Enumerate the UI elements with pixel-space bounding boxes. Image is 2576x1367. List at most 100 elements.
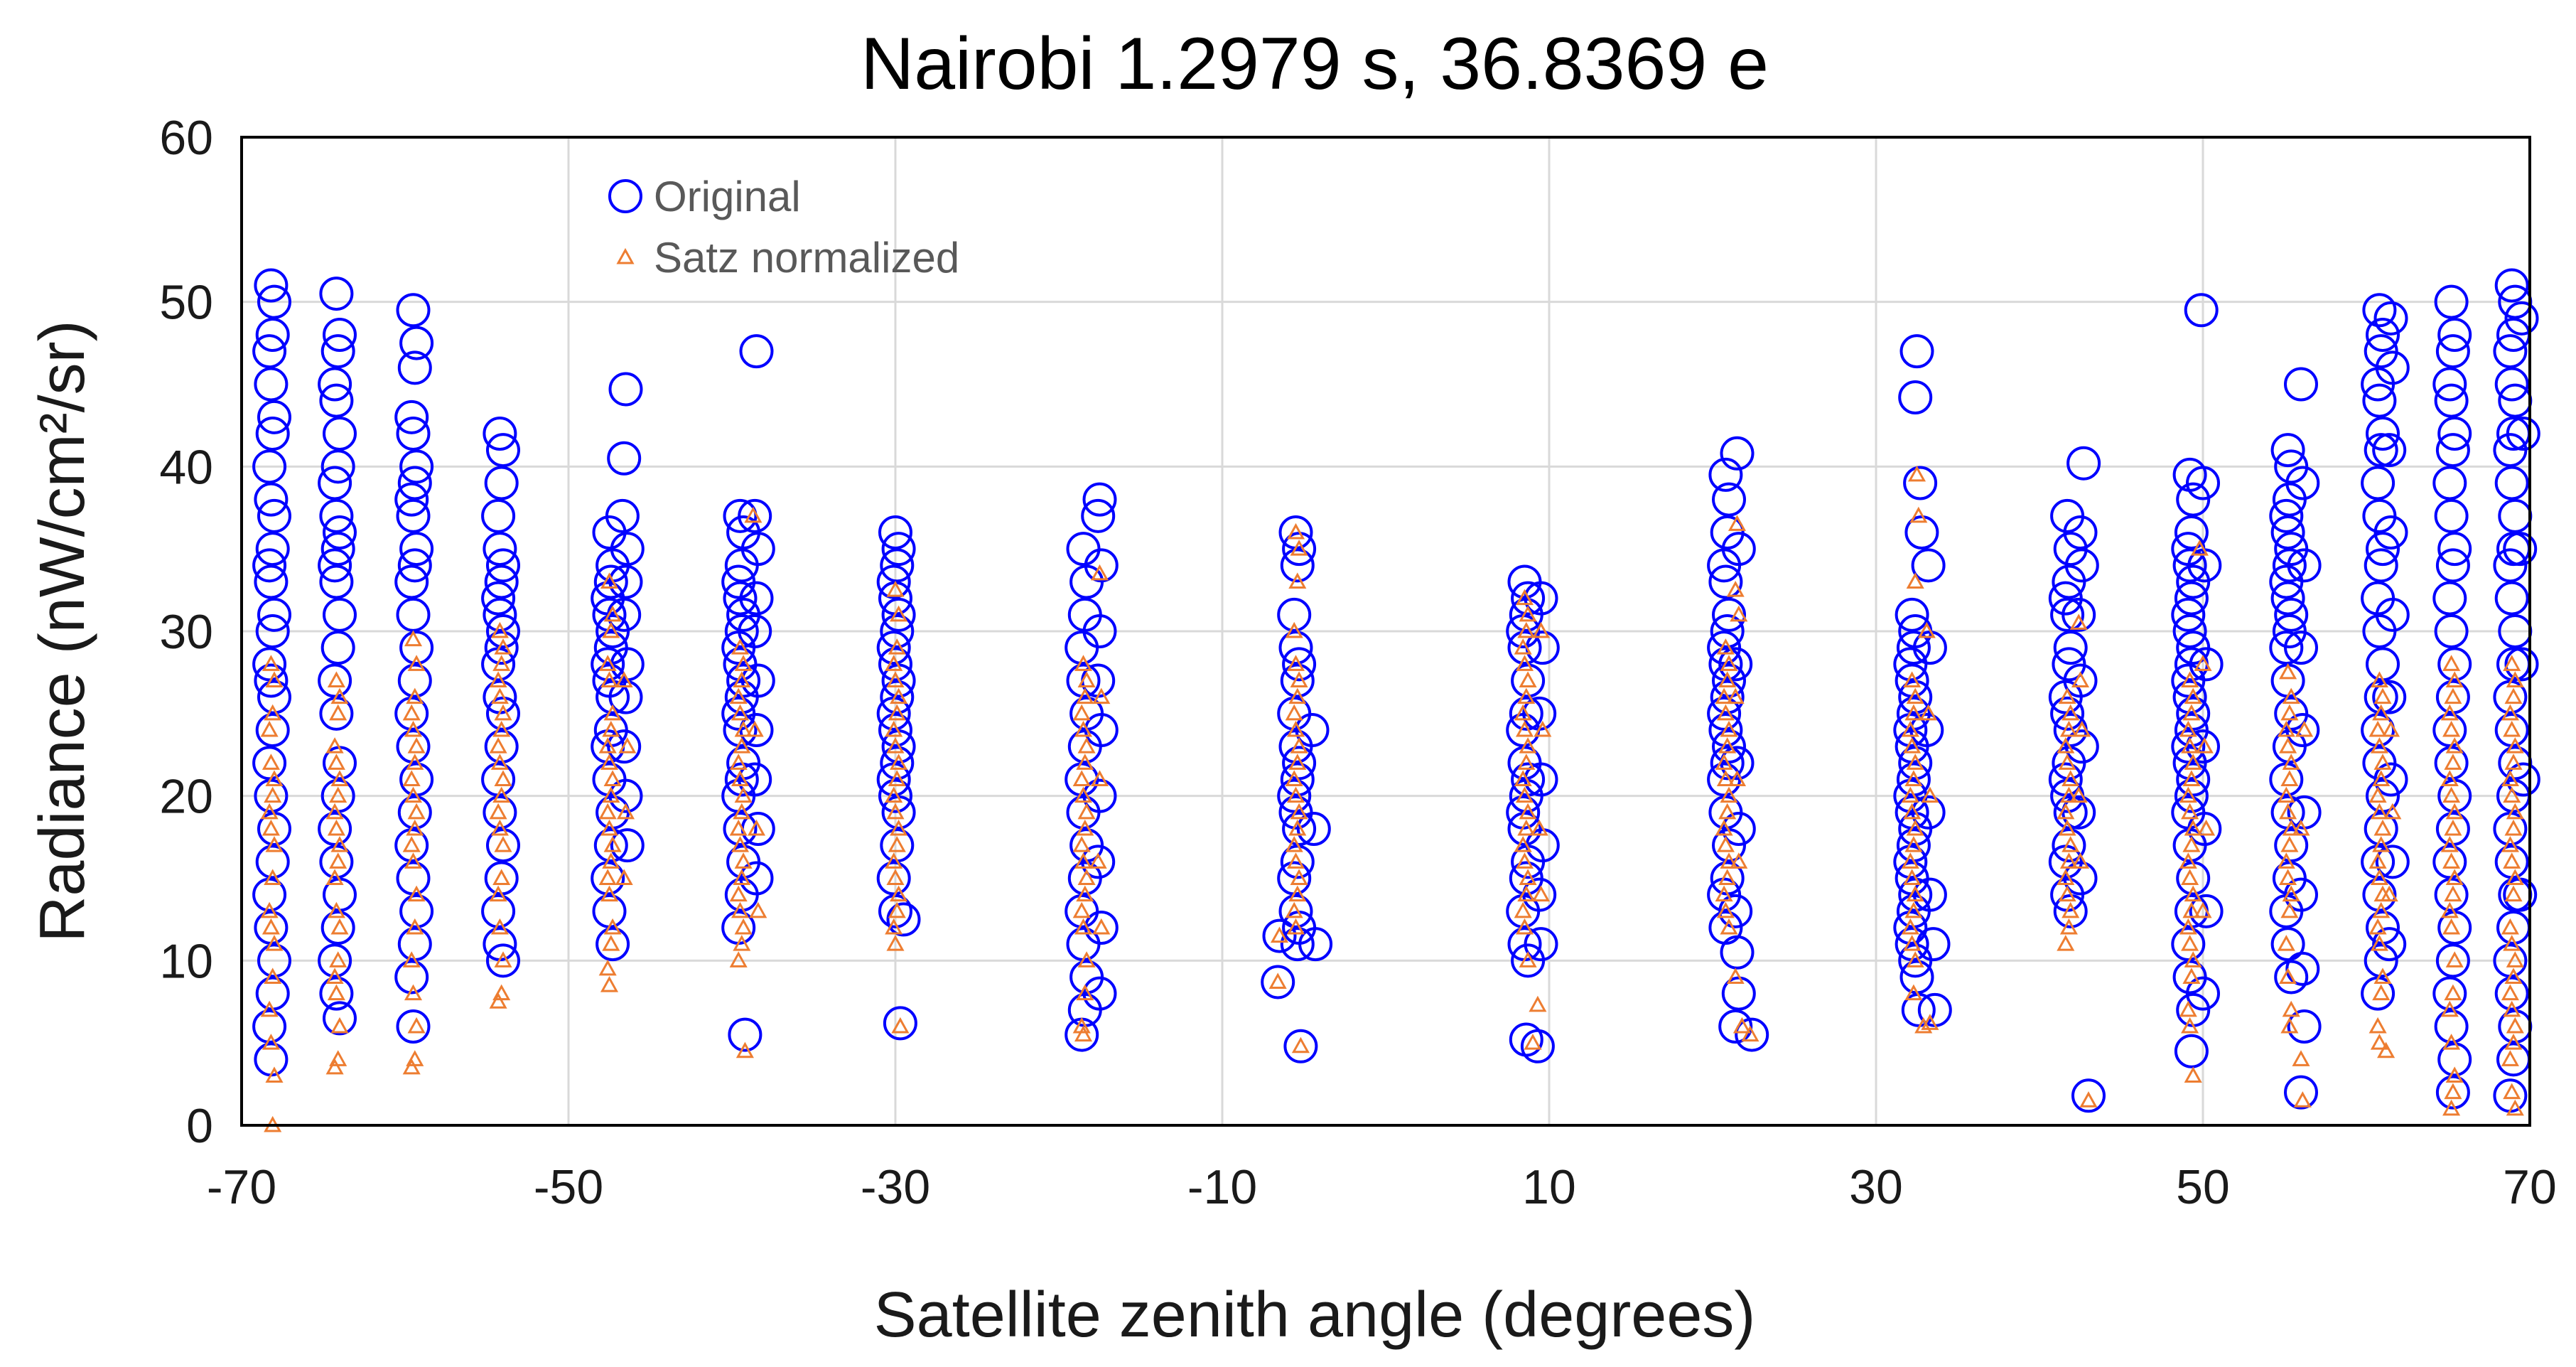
data-point-satz-normalized [2442, 1034, 2461, 1050]
data-point-satz-normalized [2504, 967, 2523, 984]
data-point-original [257, 597, 291, 632]
data-point-original [2364, 548, 2398, 583]
legend-original-marker [608, 179, 642, 213]
data-point-original [396, 1009, 431, 1044]
data-point-original [2494, 367, 2529, 402]
data-point-original [596, 927, 630, 962]
data-point-satz-normalized [2440, 704, 2459, 721]
data-point-satz-normalized [1072, 704, 1091, 721]
data-point-original [1520, 1029, 1555, 1063]
data-point-satz-normalized [2181, 737, 2199, 754]
legend-original-label: Original [654, 173, 801, 220]
data-point-satz-normalized [265, 1066, 284, 1083]
data-point-satz-normalized [600, 885, 619, 902]
data-point-original [876, 861, 911, 896]
data-point-original [2284, 1075, 2318, 1110]
data-point-satz-normalized [1076, 754, 1094, 770]
data-point-satz-normalized [2184, 687, 2202, 704]
data-point-original [1707, 696, 1742, 731]
data-point-original [2506, 762, 2540, 797]
data-point-original [2269, 631, 2304, 665]
data-point-original [319, 383, 354, 418]
data-point-original [484, 631, 519, 665]
data-point-satz-normalized [1906, 572, 1924, 589]
data-point-original [2494, 581, 2529, 616]
data-point-satz-normalized [1906, 754, 1924, 770]
data-point-satz-normalized [2058, 885, 2076, 902]
data-point-satz-normalized [1716, 901, 1735, 918]
data-point-satz-normalized [2440, 901, 2459, 918]
data-point-original [255, 845, 290, 879]
data-point-original [739, 861, 774, 896]
data-point-original [2066, 446, 2101, 481]
data-point-original [2174, 581, 2209, 616]
data-point-original [1720, 935, 1755, 970]
data-point-satz-normalized [327, 984, 345, 1001]
data-point-satz-normalized [1515, 655, 1534, 671]
data-point-satz-normalized [2444, 754, 2462, 770]
data-point-satz-normalized [618, 737, 637, 754]
data-point-satz-normalized [2280, 836, 2299, 852]
data-point-satz-normalized [733, 671, 751, 687]
data-point-satz-normalized [330, 687, 349, 704]
data-point-original [318, 548, 352, 583]
data-point-satz-normalized [1720, 786, 1738, 803]
data-point-original [1507, 631, 1542, 665]
data-point-satz-normalized [886, 580, 905, 597]
data-point-original [739, 713, 774, 747]
data-point-original [1735, 1017, 1769, 1052]
data-point-original [1082, 778, 1117, 813]
data-point-satz-normalized [1072, 770, 1091, 786]
data-point-original [2366, 532, 2400, 567]
data-point-original [1298, 927, 1333, 962]
data-point-satz-normalized [888, 704, 906, 721]
data-point-satz-normalized [603, 704, 622, 721]
data-point-satz-normalized [1903, 869, 1922, 885]
data-point-satz-normalized [2181, 935, 2199, 951]
data-point-satz-normalized [2442, 655, 2461, 671]
data-point-satz-normalized [731, 901, 750, 918]
data-point-satz-normalized [2184, 951, 2202, 967]
data-point-satz-normalized [2368, 786, 2387, 803]
data-point-satz-normalized [406, 918, 424, 935]
data-point-original [2434, 284, 2469, 319]
data-point-original [2494, 466, 2529, 500]
data-point-satz-normalized [494, 951, 512, 967]
data-point-satz-normalized [1903, 803, 1922, 820]
data-point-satz-normalized [1515, 589, 1534, 606]
data-point-satz-normalized [260, 803, 279, 820]
data-point-satz-normalized [329, 704, 347, 721]
data-point-original [610, 532, 645, 567]
data-point-satz-normalized [1290, 737, 1308, 754]
data-point-satz-normalized [886, 671, 905, 687]
data-point-satz-normalized [2057, 737, 2075, 754]
data-point-satz-normalized [2501, 704, 2519, 721]
data-point-satz-normalized [2282, 819, 2300, 836]
data-point-original [397, 663, 432, 698]
data-point-original [726, 663, 761, 698]
data-point-satz-normalized [2058, 754, 2076, 770]
data-point-satz-normalized [888, 638, 906, 655]
data-point-original [880, 614, 915, 648]
data-point-original [2432, 581, 2467, 616]
data-point-satz-normalized [1519, 803, 1537, 820]
data-point-satz-normalized [2506, 803, 2524, 820]
data-point-original [2186, 976, 2220, 1011]
data-point-satz-normalized [1077, 951, 1096, 967]
data-point-satz-normalized [1921, 1014, 1939, 1030]
data-point-satz-normalized [1921, 786, 1939, 803]
data-point-original [2174, 778, 2209, 813]
data-point-original [399, 532, 434, 567]
data-point-original [876, 631, 911, 665]
data-point-satz-normalized [2182, 704, 2201, 721]
data-point-satz-normalized [1716, 836, 1735, 852]
data-point-satz-normalized [404, 720, 423, 737]
data-point-satz-normalized [1286, 786, 1305, 803]
data-point-satz-normalized [329, 852, 347, 869]
data-point-original [2189, 647, 2224, 682]
data-point-satz-normalized [2503, 655, 2521, 671]
data-point-original [1509, 696, 1543, 731]
data-point-satz-normalized [402, 770, 421, 786]
data-point-original [1522, 877, 1557, 912]
data-point-satz-normalized [1718, 869, 1737, 885]
